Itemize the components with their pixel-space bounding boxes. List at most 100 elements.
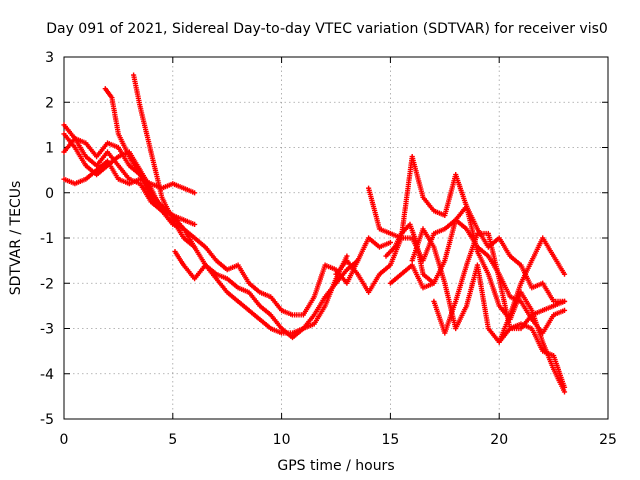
data-point [552, 313, 555, 317]
data-point [193, 223, 196, 226]
data-point [193, 191, 196, 194]
series-markers [172, 249, 350, 341]
data-point [541, 236, 544, 240]
series-track-12 [409, 226, 568, 345]
data-point [443, 331, 446, 335]
data-point [313, 313, 316, 317]
data-point [171, 218, 174, 222]
data-point [106, 164, 109, 167]
data-point [280, 331, 283, 335]
x-axis-label: GPS time / hours [277, 458, 394, 474]
data-point [421, 286, 425, 289]
data-point [334, 277, 338, 280]
series-track-15 [496, 321, 568, 390]
data-point [106, 159, 109, 163]
data-point [476, 250, 479, 253]
data-point [160, 196, 164, 199]
data-point [62, 132, 66, 136]
data-point [236, 300, 240, 303]
data-point [128, 155, 131, 158]
data-point [117, 177, 120, 181]
data-point [226, 291, 229, 294]
data-point [345, 254, 349, 258]
x-tick-label: 20 [490, 432, 508, 448]
data-point [95, 173, 98, 176]
data-point [443, 259, 446, 262]
data-point [393, 245, 396, 249]
data-point [345, 282, 349, 285]
data-point [378, 227, 381, 231]
data-point [128, 177, 131, 181]
data-point [117, 155, 120, 158]
x-tick-label: 5 [168, 432, 177, 448]
data-point [302, 327, 305, 330]
data-point [226, 277, 229, 280]
data-point [432, 300, 436, 303]
data-point [215, 277, 218, 280]
data-point [182, 187, 185, 190]
data-point [356, 259, 359, 262]
data-point [421, 273, 425, 276]
data-point [541, 349, 544, 353]
data-point [291, 331, 294, 335]
data-point [258, 304, 262, 308]
y-tick-label: -3 [40, 322, 54, 338]
data-point [408, 223, 412, 226]
data-point [356, 273, 359, 276]
data-point [236, 286, 240, 289]
data-point [269, 295, 272, 299]
data-point [204, 245, 207, 249]
data-point [138, 105, 142, 108]
y-tick-label: 0 [45, 186, 54, 202]
data-point [226, 268, 229, 271]
data-point [498, 340, 501, 344]
data-point [508, 295, 512, 299]
data-point [62, 177, 66, 181]
data-point [182, 227, 185, 231]
data-point [465, 263, 468, 267]
data-point [487, 232, 490, 235]
data-point [269, 327, 272, 330]
data-point [465, 304, 468, 308]
series-track-7 [172, 249, 350, 341]
data-point [508, 254, 512, 258]
data-point [204, 263, 207, 267]
data-point [508, 327, 512, 330]
data-point [182, 236, 185, 240]
series-track-6 [131, 72, 361, 336]
y-tick-label: -2 [40, 276, 54, 292]
data-point [138, 182, 142, 185]
data-point [247, 282, 251, 285]
data-point [530, 259, 534, 262]
data-point [149, 200, 153, 203]
data-point [443, 282, 446, 285]
data-point [487, 254, 490, 258]
data-point [104, 87, 107, 90]
data-point [421, 227, 425, 231]
data-point [313, 295, 316, 299]
data-point [432, 245, 436, 249]
data-point [443, 227, 446, 231]
data-point [132, 73, 135, 77]
data-point [323, 263, 327, 267]
y-tick-label: -4 [40, 367, 54, 383]
series-track-8 [192, 235, 393, 318]
tick-layer: 0 5 10 15 20 25 -5 -4 -3 -2 -1 0 1 2 3 [40, 50, 617, 448]
data-point [498, 277, 501, 280]
data-point [389, 232, 392, 235]
data-point [84, 177, 87, 181]
data-point [563, 273, 566, 276]
data-point [291, 336, 294, 339]
data-point [519, 327, 523, 330]
data-point [269, 313, 272, 317]
data-point [149, 150, 153, 154]
y-tick-label: 2 [45, 95, 54, 111]
data-point [128, 182, 131, 185]
data-point [552, 368, 555, 371]
data-point [530, 286, 534, 289]
chart-title: Day 091 of 2021, Sidereal Day-to-day VTE… [46, 21, 608, 37]
data-point [280, 309, 283, 312]
data-point [400, 232, 403, 235]
data-point [215, 273, 218, 276]
